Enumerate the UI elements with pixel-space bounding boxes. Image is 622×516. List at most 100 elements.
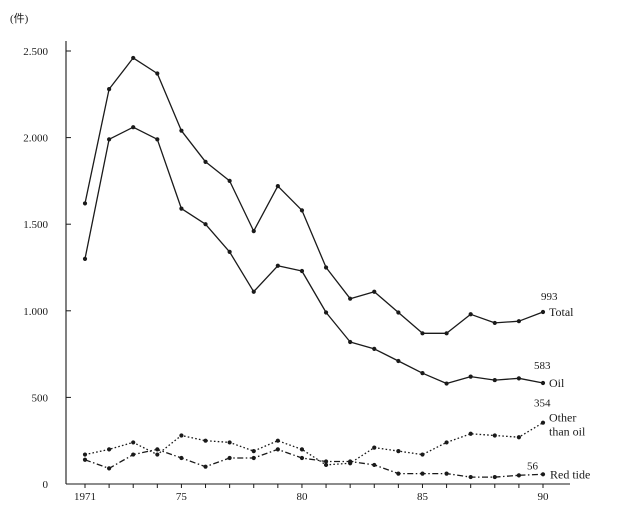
data-point [492, 377, 497, 383]
x-tick-label: 1971 [74, 491, 96, 503]
data-point [275, 263, 280, 268]
series-name-line: Other [549, 411, 576, 425]
series-line-3 [84, 448, 544, 478]
data-point [299, 455, 305, 461]
series-name: Red tide [550, 467, 590, 481]
x-tick-label: 75 [176, 491, 188, 503]
data-point [275, 183, 280, 189]
x-tick-label: 85 [417, 491, 429, 503]
data-point [396, 471, 401, 476]
data-point [275, 447, 280, 452]
data-point [468, 431, 473, 436]
data-point [468, 312, 473, 317]
data-point [372, 346, 377, 352]
data-point [516, 319, 521, 324]
data-point [492, 320, 497, 326]
data-point [540, 472, 546, 477]
y-tick-label: 500 [32, 392, 49, 404]
y-tick-label: 1.500 [23, 219, 48, 231]
x-tick-label: 90 [538, 491, 550, 503]
data-point [492, 433, 497, 438]
series-line-2 [84, 422, 544, 466]
series-end-value: 583 [534, 360, 551, 372]
data-point [251, 229, 256, 234]
data-point [131, 452, 136, 457]
data-point [251, 448, 256, 454]
data-point [420, 331, 425, 336]
data-point [82, 452, 88, 457]
data-point [492, 474, 497, 480]
data-point [155, 447, 160, 452]
data-point [516, 435, 521, 440]
series-lines [84, 57, 544, 478]
x-tick-label: 80 [296, 491, 308, 503]
data-point [82, 457, 88, 462]
data-point [227, 249, 232, 255]
data-point [323, 459, 329, 464]
data-point [468, 474, 473, 480]
data-point [396, 310, 401, 315]
data-point [372, 445, 377, 450]
data-point [444, 440, 449, 445]
data-point [348, 296, 353, 301]
data-point [323, 265, 329, 270]
data-point [420, 371, 425, 376]
data-point [227, 178, 232, 183]
data-point [227, 440, 232, 445]
data-point [107, 466, 112, 471]
data-point [155, 71, 160, 76]
data-point [107, 87, 112, 92]
series-name-line: than oil [549, 425, 586, 439]
data-point [540, 380, 546, 386]
data-point [107, 447, 112, 452]
data-point [82, 201, 88, 206]
data-point [131, 125, 136, 130]
data-point [299, 208, 305, 213]
data-point [444, 471, 449, 476]
data-point [420, 471, 425, 476]
series-name: Oil [549, 376, 565, 390]
series-name: Total [549, 305, 574, 319]
data-point [203, 464, 208, 469]
y-tick-label: 0 [43, 479, 49, 491]
data-point [372, 462, 377, 468]
y-unit-label: (件) [10, 12, 29, 25]
data-point [299, 268, 305, 274]
y-tick-label: 1.000 [23, 306, 48, 318]
data-point [155, 137, 160, 142]
data-point [444, 381, 449, 386]
series-end-value: 993 [541, 291, 558, 303]
data-point [179, 433, 184, 438]
data-point [251, 455, 256, 461]
y-tick-label: 2.000 [23, 133, 48, 145]
data-point [420, 452, 425, 457]
series-line-1 [84, 126, 544, 385]
series-markers [82, 55, 546, 480]
data-point [275, 438, 280, 443]
series-line-0 [84, 57, 544, 334]
data-point [468, 374, 473, 379]
data-point [396, 448, 401, 454]
data-point [203, 438, 208, 443]
data-point [323, 310, 329, 315]
data-point [131, 55, 136, 61]
data-point [372, 289, 377, 294]
series-end-value: 56 [527, 460, 539, 472]
data-point [82, 256, 88, 261]
data-point [396, 358, 401, 364]
data-point [203, 222, 208, 227]
axes [65, 41, 570, 485]
data-point [227, 455, 232, 461]
data-point [299, 447, 305, 452]
data-point [348, 459, 353, 464]
data-point [179, 455, 184, 461]
data-point [516, 376, 521, 381]
data-point [107, 137, 112, 142]
data-point [323, 462, 329, 468]
ticks: 0 500 1.000 1.500 2.000 2.500 1971 75 80 85 90 [23, 46, 549, 503]
data-point [179, 128, 184, 133]
data-point [540, 420, 546, 425]
y-tick-label: 2.500 [23, 46, 48, 58]
data-point [155, 452, 160, 457]
